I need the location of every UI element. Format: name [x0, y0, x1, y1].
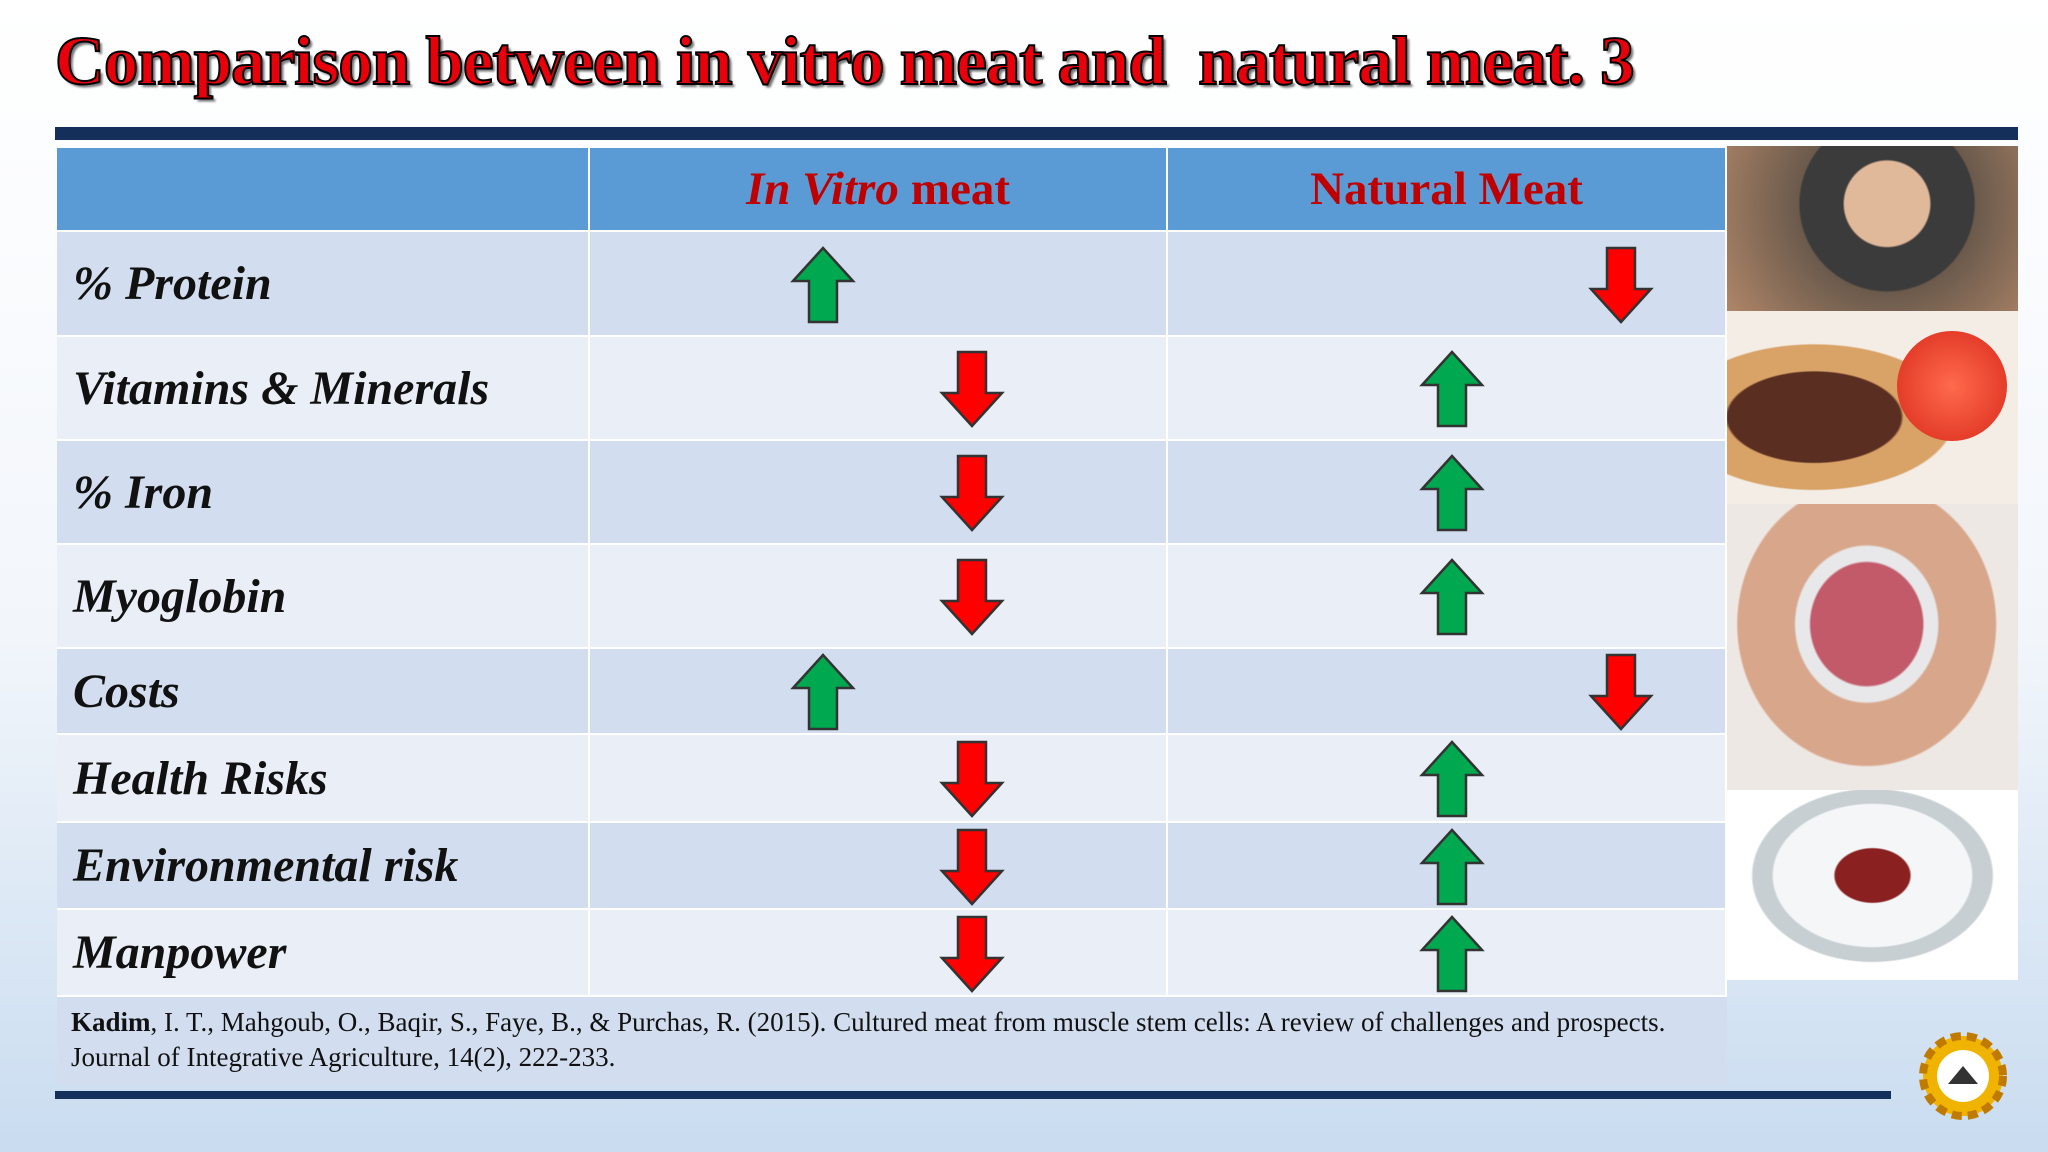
arrow-shape	[939, 454, 1005, 532]
citation-text: , I. T., Mahgoub, O., Baqir, S., Faye, B…	[71, 1007, 1666, 1072]
arrow-shape	[1419, 454, 1485, 532]
photo-petri-hand	[1727, 504, 2018, 790]
arrow-down	[1588, 653, 1654, 731]
logo	[1919, 1032, 2007, 1120]
row-label-cell: Manpower	[57, 910, 590, 997]
logo-figure	[1948, 1066, 1978, 1084]
arrow-up	[1419, 350, 1485, 428]
row-cell	[590, 545, 1168, 649]
row-cell	[590, 823, 1168, 910]
row-label-cell: Myoglobin	[57, 545, 590, 649]
arrow-up	[1419, 558, 1485, 636]
row-cell	[590, 441, 1168, 545]
arrow-down	[939, 828, 1005, 906]
arrow-shape	[1419, 350, 1485, 428]
citation-author: Kadim	[71, 1007, 151, 1037]
row-label-cell: Vitamins & Minerals	[57, 337, 590, 441]
arrow-up	[1419, 827, 1485, 905]
row-label: Vitamins & Minerals	[73, 361, 490, 415]
photo-petri-dish	[1727, 790, 2018, 980]
arrow-shape	[939, 350, 1005, 428]
arrow-shape	[939, 740, 1005, 818]
row-cell	[590, 232, 1168, 337]
arrow-down	[939, 558, 1005, 636]
row-label: Manpower	[73, 926, 287, 979]
header-text: meat	[910, 163, 1010, 215]
row-cell	[590, 910, 1168, 997]
row-label: Environmental risk	[73, 839, 459, 892]
arrow-down	[939, 915, 1005, 993]
arrow-down	[939, 454, 1005, 532]
row-label-cell: % Iron	[57, 441, 590, 545]
row-cell	[590, 735, 1168, 823]
row-label: Health Risks	[73, 751, 328, 805]
arrow-up	[1419, 454, 1485, 532]
arrow-shape	[1588, 246, 1654, 324]
row-label-cell: Environmental risk	[57, 823, 590, 910]
row-label: % Iron	[73, 465, 214, 519]
slide-title: Comparison between in vitro meat and nat…	[54, 22, 1636, 100]
row-label-cell: Health Risks	[57, 735, 590, 823]
arrow-up	[1419, 914, 1485, 992]
arrow-up	[790, 245, 856, 323]
header-cell: Natural Meat	[1168, 148, 1727, 232]
row-cell	[590, 649, 1168, 735]
row-label: Costs	[73, 664, 180, 718]
photo-man	[1727, 146, 2018, 311]
arrow-shape	[1419, 740, 1485, 818]
photo-tomato	[1897, 331, 2007, 441]
header-cell: In Vitro meat	[590, 148, 1168, 232]
header-cell	[57, 148, 590, 232]
arrow-shape	[1588, 653, 1654, 731]
row-label: % Protein	[73, 257, 272, 310]
arrow-up	[790, 653, 856, 731]
arrow-shape	[939, 828, 1005, 906]
citation: Kadim, I. T., Mahgoub, O., Baqir, S., Fa…	[57, 997, 1727, 1084]
arrow-up	[1419, 740, 1485, 818]
arrow-down	[939, 350, 1005, 428]
header-text: Natural Meat	[1310, 163, 1583, 215]
arrow-shape	[939, 915, 1005, 993]
header-italic: In Vitro	[745, 163, 899, 215]
row-cell	[590, 337, 1168, 441]
photo-burger	[1727, 311, 2018, 504]
arrow-shape	[790, 245, 856, 323]
bottom-rule	[55, 1091, 1891, 1099]
arrow-shape	[1419, 827, 1485, 905]
arrow-down	[939, 740, 1005, 818]
row-label-cell: % Protein	[57, 232, 590, 337]
row-label: Myoglobin	[73, 569, 287, 623]
arrow-shape	[790, 653, 856, 731]
top-rule	[55, 127, 2018, 140]
arrow-shape	[1419, 558, 1485, 636]
arrow-shape	[1419, 914, 1485, 992]
arrow-shape	[939, 558, 1005, 636]
row-label-cell: Costs	[57, 649, 590, 735]
arrow-down	[1588, 246, 1654, 324]
